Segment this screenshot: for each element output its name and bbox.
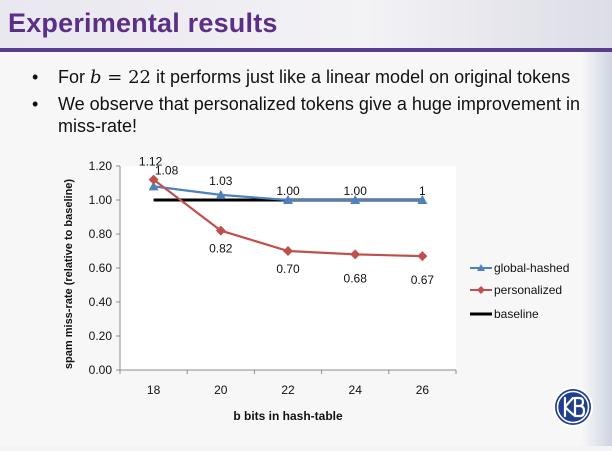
data-point-personalized [283,246,293,256]
line-chart: 0.00 0.20 0.40 0.60 0.80 1.00 1.20 18 20 22 24 26 b … [63,155,569,423]
y-tick-label: 0.60 [89,261,113,275]
bullet-2-text: We observe that personalized tokens give… [58,94,580,136]
bullet-dot: • [32,94,39,114]
data-point-global-hashed [417,195,428,204]
bullet-dot: • [32,67,39,87]
x-tick-label: 22 [281,383,295,397]
bullet-1-prefix: For [58,67,91,87]
data-point-personalized [215,225,226,236]
y-tick-label: 0.40 [89,295,113,309]
data-label-global-hashed: 1.03 [209,174,233,188]
data-point-personalized [350,249,361,260]
y-axis-title: spam miss-rate (relative to baseline) [63,179,75,369]
data-label-personalized: 0.68 [344,271,368,285]
x-tick-label: 26 [416,383,430,397]
data-point-global-hashed [283,195,293,204]
data-point-personalized [148,174,159,185]
x-axis-title: b bits in hash-table [233,409,343,423]
data-label-global-hashed: 1.00 [276,184,300,198]
bullet-item-2: • We observe that personalized tokens gi… [32,93,602,137]
y-tick-label: 0.80 [89,227,113,241]
data-point-global-hashed [215,189,226,199]
data-label-personalized: 0.82 [209,242,233,256]
bullet-1-math-rest: = 22 [101,67,151,88]
data-label-personalized: 0.67 [411,273,435,287]
data-label-global-hashed: 1.00 [344,184,368,198]
y-tick-label: 1.20 [89,159,113,173]
data-point-personalized [417,251,428,262]
bullet-list: • For b = 22 it performs just like a lin… [32,66,602,141]
data-label-global-hashed: 1 [419,184,426,198]
legend-label-global-hashed: global-hashed [494,261,569,275]
decorative-edge [582,52,612,446]
bullet-1-math-var: b [90,67,102,88]
x-tick-label: 24 [349,383,363,397]
y-tick-label: 0.20 [89,329,113,343]
title-underline [0,48,612,52]
bullet-1-suffix: it performs just like a linear model on … [150,67,571,87]
legend-label-personalized: personalized [494,283,562,297]
university-logo-icon [553,387,593,427]
data-label-personalized: 1.12 [139,155,163,169]
x-tick-label: 20 [214,383,228,397]
data-point-global-hashed [148,181,159,191]
data-point-global-hashed [350,195,361,204]
data-label-global-hashed: 1.08 [155,163,179,177]
x-tick-label: 18 [147,383,161,397]
chart-container: 0.00 0.20 0.40 0.60 0.80 1.00 1.20 18 20 22 24 26 b … [58,150,588,446]
title-bar [0,0,612,52]
data-label-personalized: 0.70 [276,262,300,276]
y-tick-label: 1.00 [89,193,113,207]
legend-marker-personalized [477,286,485,294]
legend-marker-global-hashed [477,264,485,271]
bullet-item-1: • For b = 22 it performs just like a lin… [32,66,602,89]
legend-label-baseline: baseline [494,307,539,321]
slide-title: Experimental results [8,8,278,38]
y-tick-label: 0.00 [89,363,113,377]
